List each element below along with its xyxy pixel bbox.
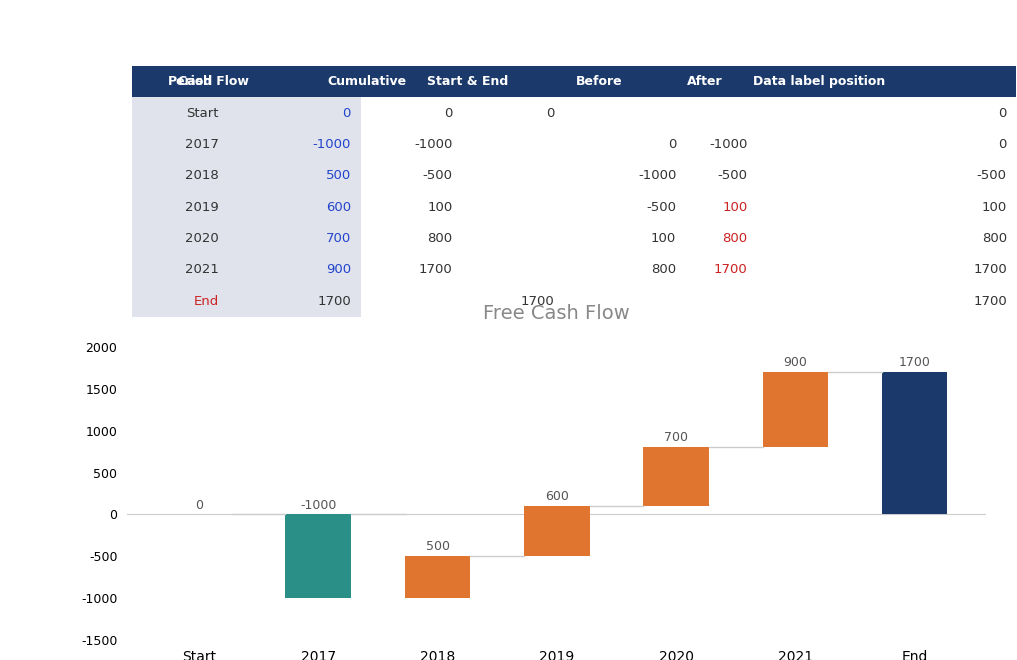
Text: 1700: 1700 xyxy=(973,294,1007,308)
Text: -500: -500 xyxy=(718,169,747,182)
Bar xyxy=(763,372,828,447)
Text: 100: 100 xyxy=(981,201,1007,214)
Title: Free Cash Flow: Free Cash Flow xyxy=(483,304,631,323)
Text: 2018: 2018 xyxy=(185,169,219,182)
Text: 800: 800 xyxy=(722,232,747,245)
Bar xyxy=(286,514,351,598)
Text: 1700: 1700 xyxy=(899,356,931,369)
Text: After: After xyxy=(686,75,722,88)
Text: 0: 0 xyxy=(546,106,554,119)
Text: 800: 800 xyxy=(981,232,1007,245)
Text: -500: -500 xyxy=(977,169,1007,182)
Text: 0: 0 xyxy=(444,106,453,119)
Text: 600: 600 xyxy=(545,490,569,503)
Bar xyxy=(132,66,1016,98)
Bar xyxy=(132,285,361,317)
Text: -500: -500 xyxy=(423,169,453,182)
Text: -1000: -1000 xyxy=(312,138,351,151)
Bar xyxy=(132,254,361,285)
Text: 2021: 2021 xyxy=(185,263,219,277)
Text: Waterfall Chart Template: Waterfall Chart Template xyxy=(71,42,325,59)
Text: 700: 700 xyxy=(664,432,689,444)
Bar xyxy=(132,160,361,191)
Bar xyxy=(524,506,590,556)
Text: 1700: 1700 xyxy=(521,294,554,308)
Text: 900: 900 xyxy=(783,356,807,369)
Text: 1700: 1700 xyxy=(317,294,351,308)
Text: 2019: 2019 xyxy=(185,201,219,214)
Text: 500: 500 xyxy=(325,169,351,182)
Bar xyxy=(132,191,361,223)
Text: Data label position: Data label position xyxy=(753,75,885,88)
Text: 0: 0 xyxy=(195,500,203,512)
Text: 100: 100 xyxy=(651,232,676,245)
Text: 2020: 2020 xyxy=(185,232,219,245)
Text: Before: Before xyxy=(576,75,622,88)
Text: 1700: 1700 xyxy=(714,263,747,277)
Text: 0: 0 xyxy=(343,106,351,119)
Text: 1700: 1700 xyxy=(419,263,453,277)
Bar xyxy=(405,556,470,598)
Bar xyxy=(644,447,709,506)
Text: 0: 0 xyxy=(668,138,676,151)
Text: -1000: -1000 xyxy=(709,138,747,151)
Text: Period: Period xyxy=(168,75,213,88)
Bar xyxy=(132,129,361,160)
Text: 0: 0 xyxy=(999,138,1007,151)
Bar xyxy=(132,98,361,129)
Text: 600: 600 xyxy=(325,201,351,214)
Text: 500: 500 xyxy=(425,541,450,554)
Text: © Corporate Finance Institute®. All rights reserved.: © Corporate Finance Institute®. All righ… xyxy=(7,15,279,24)
Text: 100: 100 xyxy=(427,201,453,214)
Text: 800: 800 xyxy=(427,232,453,245)
Text: 800: 800 xyxy=(651,263,676,277)
Text: 0: 0 xyxy=(999,106,1007,119)
Text: 100: 100 xyxy=(722,201,747,214)
Text: 1700: 1700 xyxy=(973,263,1007,277)
Text: -1000: -1000 xyxy=(638,169,676,182)
Text: 700: 700 xyxy=(325,232,351,245)
Text: 900: 900 xyxy=(325,263,351,277)
Text: 2017: 2017 xyxy=(185,138,219,151)
Text: Start & End: Start & End xyxy=(427,75,508,88)
Text: End: End xyxy=(193,294,219,308)
Text: -1000: -1000 xyxy=(300,500,337,512)
Text: -1000: -1000 xyxy=(414,138,453,151)
Text: Cash Flow: Cash Flow xyxy=(178,75,249,88)
Text: Cumulative: Cumulative xyxy=(327,75,407,88)
Text: Start: Start xyxy=(186,106,219,119)
Text: -500: -500 xyxy=(647,201,676,214)
Bar xyxy=(882,372,948,514)
Bar xyxy=(132,223,361,254)
